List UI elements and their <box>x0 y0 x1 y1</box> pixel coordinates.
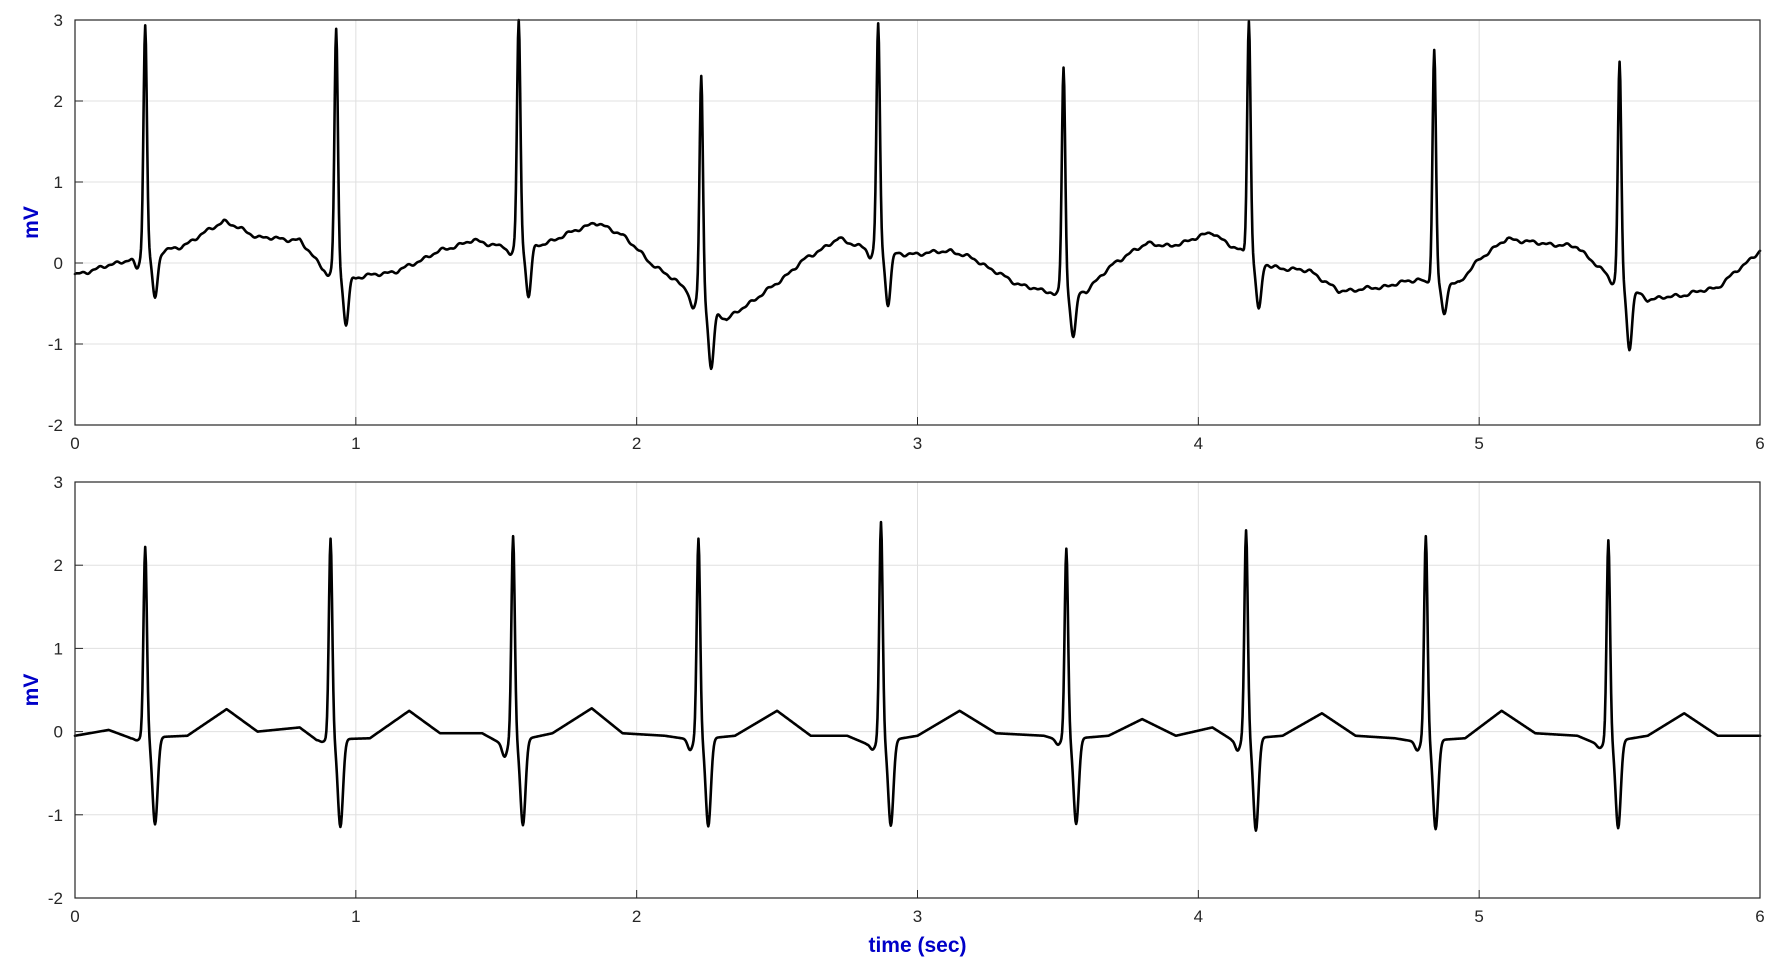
y-axis-label: mV <box>20 206 43 239</box>
x-tick-label: 1 <box>351 907 360 926</box>
y-tick-label: 3 <box>54 11 63 30</box>
y-tick-label: -2 <box>48 416 63 435</box>
y-tick-label: 2 <box>54 556 63 575</box>
x-tick-label: 5 <box>1474 434 1483 453</box>
x-tick-label: 3 <box>913 907 922 926</box>
y-tick-label: 1 <box>54 639 63 658</box>
x-axis-label: time (sec) <box>868 934 966 957</box>
x-tick-label: 6 <box>1755 434 1764 453</box>
x-tick-label: 0 <box>70 434 79 453</box>
x-tick-label: 2 <box>632 434 641 453</box>
y-tick-label: -2 <box>48 889 63 908</box>
y-tick-label: 3 <box>54 473 63 492</box>
x-tick-label: 6 <box>1755 907 1764 926</box>
y-tick-label: -1 <box>48 335 63 354</box>
ecg-panel-top: 0 1 2 3 4 5 6 -2 -1 0 1 2 3 mV <box>20 11 1765 453</box>
x-tick-label: 4 <box>1194 434 1203 453</box>
y-axis-label: mV <box>20 674 43 707</box>
x-tick-label: 0 <box>70 907 79 926</box>
x-tick-label: 1 <box>351 434 360 453</box>
x-tick-label: 3 <box>913 434 922 453</box>
y-tick-label: 0 <box>54 723 63 742</box>
y-tick-label: 1 <box>54 173 63 192</box>
x-tick-label: 2 <box>632 907 641 926</box>
x-tick-label: 5 <box>1474 907 1483 926</box>
ecg-trace <box>73 18 1762 371</box>
y-tick-label: 0 <box>54 254 63 273</box>
ecg-trace <box>73 520 1762 832</box>
x-tick-label: 4 <box>1194 907 1203 926</box>
y-tick-label: -1 <box>48 806 63 825</box>
ecg-panel-bottom: 0 1 2 3 4 5 6 -2 -1 0 1 2 3 mV time (sec) <box>20 473 1765 957</box>
y-tick-label: 2 <box>54 92 63 111</box>
